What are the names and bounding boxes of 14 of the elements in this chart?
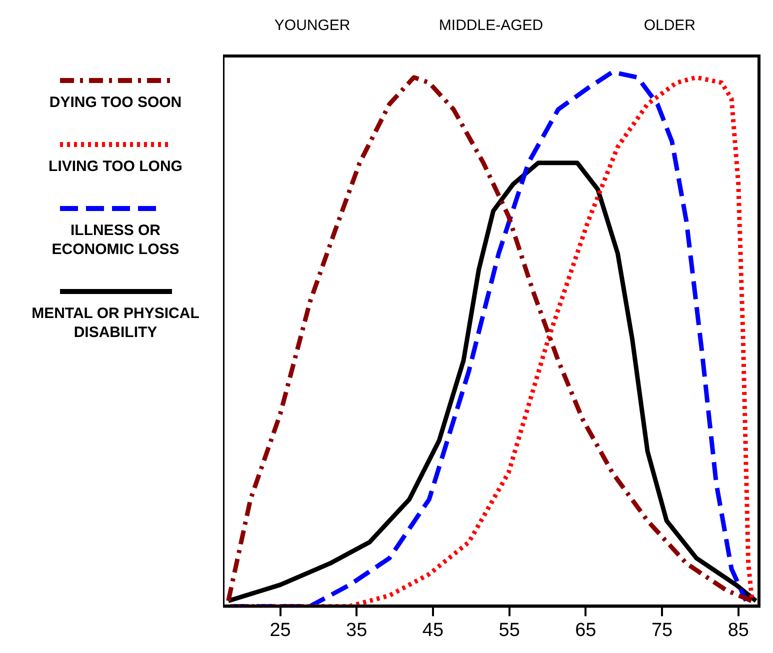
legend-label: MENTAL OR PHYSICAL DISABILITY (30, 304, 200, 342)
x-tick-label: 45 (422, 620, 444, 641)
x-tick-label: 75 (651, 620, 673, 641)
x-tick-label: 65 (575, 620, 596, 641)
text: YOUNGER (274, 17, 350, 34)
legend-label: DYING TOO SOON (48, 93, 183, 112)
legend-label: LIVING TOO LONG (48, 157, 184, 176)
x-tick-label: 35 (346, 620, 368, 641)
text: OLDER (644, 17, 696, 34)
x-tick-label: 25 (270, 620, 291, 641)
x-tick-label: 55 (498, 620, 520, 641)
x-tick-label: 85 (728, 620, 749, 641)
legend-label: ILLNESS OR ECONOMIC LOSS (50, 221, 180, 259)
text: MIDDLE-AGED (438, 17, 544, 34)
